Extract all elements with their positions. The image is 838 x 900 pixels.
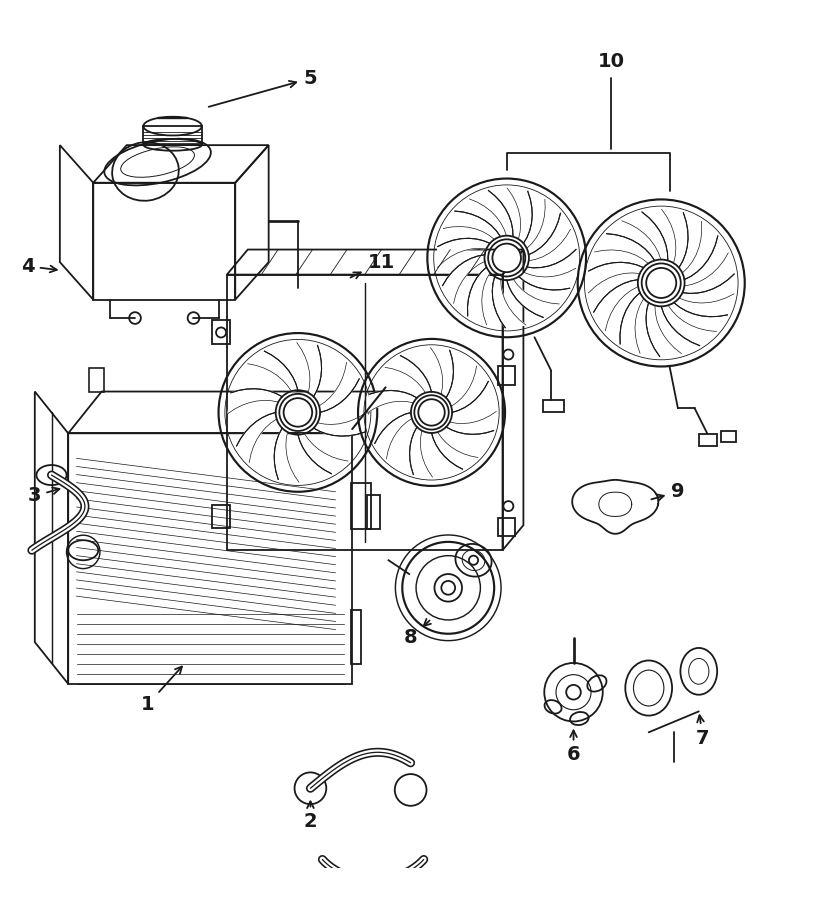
Polygon shape bbox=[468, 267, 490, 325]
Polygon shape bbox=[682, 253, 734, 293]
Polygon shape bbox=[431, 347, 453, 398]
Bar bbox=[350, 482, 371, 528]
Polygon shape bbox=[319, 363, 360, 412]
Text: 3: 3 bbox=[28, 486, 59, 506]
Polygon shape bbox=[492, 276, 526, 328]
Circle shape bbox=[442, 580, 455, 595]
Polygon shape bbox=[297, 434, 348, 473]
Polygon shape bbox=[236, 412, 277, 463]
Polygon shape bbox=[519, 268, 576, 290]
Polygon shape bbox=[527, 200, 561, 255]
Polygon shape bbox=[674, 294, 734, 317]
Bar bbox=[89, 368, 104, 392]
Polygon shape bbox=[527, 230, 576, 268]
Text: 7: 7 bbox=[696, 716, 710, 748]
Polygon shape bbox=[662, 210, 688, 267]
Polygon shape bbox=[469, 191, 513, 237]
Bar bbox=[350, 609, 360, 664]
Text: 5: 5 bbox=[209, 68, 318, 107]
Text: 6: 6 bbox=[566, 731, 581, 764]
Polygon shape bbox=[437, 238, 490, 267]
Polygon shape bbox=[588, 262, 644, 292]
Bar bbox=[722, 431, 737, 442]
Text: 2: 2 bbox=[303, 801, 318, 832]
Polygon shape bbox=[446, 411, 496, 435]
Bar bbox=[543, 400, 564, 412]
Polygon shape bbox=[367, 391, 417, 413]
Polygon shape bbox=[442, 255, 484, 303]
Text: 9: 9 bbox=[651, 482, 685, 501]
Circle shape bbox=[283, 398, 313, 427]
Bar bbox=[499, 366, 515, 385]
Polygon shape bbox=[375, 412, 411, 459]
Polygon shape bbox=[594, 280, 638, 330]
Polygon shape bbox=[297, 343, 322, 397]
Text: 4: 4 bbox=[21, 256, 57, 275]
Polygon shape bbox=[620, 292, 644, 354]
Polygon shape bbox=[451, 366, 489, 412]
Bar bbox=[699, 434, 717, 446]
Bar bbox=[499, 518, 515, 536]
Polygon shape bbox=[661, 305, 716, 346]
Polygon shape bbox=[313, 411, 368, 436]
Text: 11: 11 bbox=[350, 253, 395, 278]
Polygon shape bbox=[248, 351, 297, 392]
Circle shape bbox=[418, 400, 445, 426]
Polygon shape bbox=[385, 356, 432, 392]
Polygon shape bbox=[443, 212, 500, 239]
Polygon shape bbox=[622, 212, 668, 260]
Polygon shape bbox=[432, 432, 478, 469]
Bar bbox=[212, 505, 230, 528]
Polygon shape bbox=[682, 221, 718, 280]
Circle shape bbox=[493, 244, 521, 272]
Polygon shape bbox=[646, 302, 681, 356]
Text: 8: 8 bbox=[404, 619, 431, 647]
Text: 1: 1 bbox=[141, 667, 182, 715]
Text: 10: 10 bbox=[597, 52, 624, 71]
Polygon shape bbox=[595, 234, 654, 264]
Polygon shape bbox=[274, 428, 299, 482]
Circle shape bbox=[646, 268, 676, 298]
Bar bbox=[367, 495, 380, 528]
Polygon shape bbox=[507, 279, 559, 318]
Bar bbox=[212, 320, 230, 344]
Polygon shape bbox=[507, 188, 532, 243]
Polygon shape bbox=[228, 389, 282, 413]
Polygon shape bbox=[410, 427, 432, 477]
